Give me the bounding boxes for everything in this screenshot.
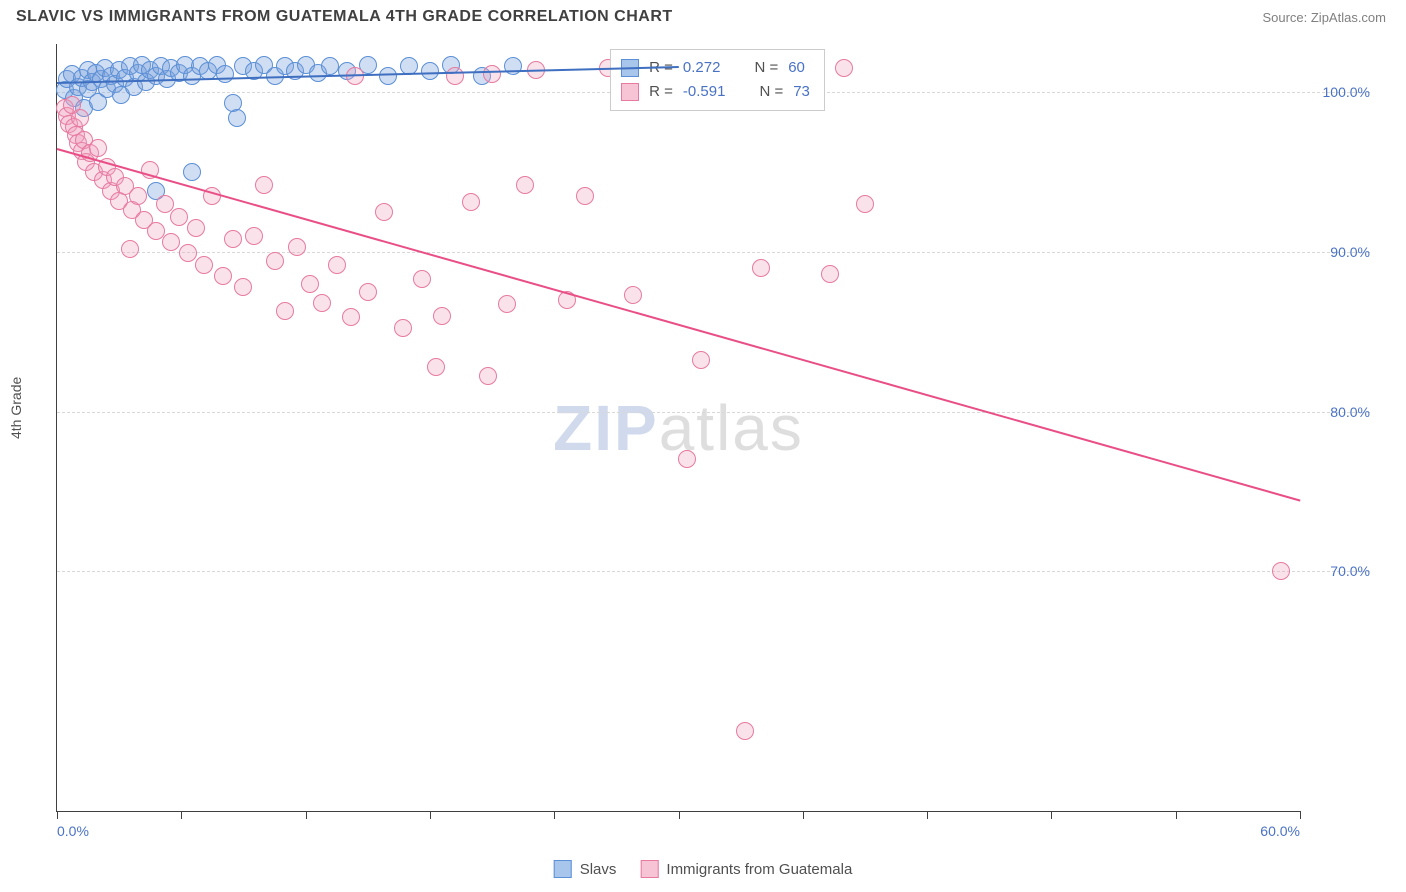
data-point	[129, 187, 147, 205]
data-point	[245, 227, 263, 245]
stat-n-value: 73	[793, 80, 810, 104]
source-attribution: Source: ZipAtlas.com	[1262, 10, 1386, 25]
data-point	[162, 233, 180, 251]
data-point	[692, 351, 710, 369]
y-axis-label: 4th Grade	[8, 377, 24, 439]
data-point	[446, 67, 464, 85]
stats-legend-row: R = -0.591 N = 73	[621, 80, 810, 104]
data-point	[835, 59, 853, 77]
gridline	[57, 571, 1370, 572]
x-tick	[1051, 811, 1052, 819]
y-tick-label: 90.0%	[1310, 244, 1370, 260]
data-point	[170, 208, 188, 226]
data-point	[821, 265, 839, 283]
data-point	[328, 256, 346, 274]
data-point	[234, 278, 252, 296]
chart-title: SLAVIC VS IMMIGRANTS FROM GUATEMALA 4TH …	[16, 8, 673, 26]
data-point	[214, 267, 232, 285]
data-point	[498, 295, 516, 313]
x-tick-label: 60.0%	[1260, 823, 1300, 839]
x-tick	[554, 811, 555, 819]
data-point	[427, 358, 445, 376]
data-point	[413, 270, 431, 288]
y-tick-label: 80.0%	[1310, 404, 1370, 420]
data-point	[89, 139, 107, 157]
gridline	[57, 412, 1370, 413]
data-point	[276, 302, 294, 320]
data-point	[624, 286, 642, 304]
x-tick	[306, 811, 307, 819]
data-point	[216, 65, 234, 83]
gridline	[57, 252, 1370, 253]
x-tick-label: 0.0%	[57, 823, 89, 839]
legend-item: Slavs	[554, 860, 617, 878]
y-tick-label: 100.0%	[1310, 84, 1370, 100]
stat-r-label: R =	[649, 80, 673, 104]
x-tick	[927, 811, 928, 819]
bottom-legend: Slavs Immigrants from Guatemala	[554, 860, 853, 878]
stat-n-value: 60	[788, 56, 805, 80]
data-point	[1272, 562, 1290, 580]
data-point	[255, 176, 273, 194]
data-point	[483, 65, 501, 83]
data-point	[752, 259, 770, 277]
data-point	[516, 176, 534, 194]
source-link[interactable]: ZipAtlas.com	[1311, 10, 1386, 25]
data-point	[736, 722, 754, 740]
data-point	[183, 163, 201, 181]
legend-swatch	[640, 860, 658, 878]
y-tick-label: 70.0%	[1310, 563, 1370, 579]
data-point	[479, 367, 497, 385]
x-tick	[803, 811, 804, 819]
x-tick	[1300, 811, 1301, 819]
chart-area: 4th Grade ZIPatlas 70.0%80.0%90.0%100.0%…	[16, 36, 1390, 842]
x-tick	[181, 811, 182, 819]
data-point	[576, 187, 594, 205]
data-point	[313, 294, 331, 312]
source-prefix: Source:	[1262, 10, 1310, 25]
stat-r-value: 0.272	[683, 56, 721, 80]
legend-label: Slavs	[580, 861, 617, 878]
x-tick	[1176, 811, 1177, 819]
stats-legend: R = 0.272 N = 60R = -0.591 N = 73	[610, 49, 825, 111]
data-point	[678, 450, 696, 468]
data-point	[179, 244, 197, 262]
data-point	[301, 275, 319, 293]
stat-n-label: N =	[754, 56, 778, 80]
data-point	[288, 238, 306, 256]
data-point	[121, 240, 139, 258]
x-tick	[57, 811, 58, 819]
data-point	[266, 252, 284, 270]
data-point	[462, 193, 480, 211]
data-point	[71, 109, 89, 127]
data-point	[375, 203, 393, 221]
data-point	[228, 109, 246, 127]
data-point	[856, 195, 874, 213]
legend-item: Immigrants from Guatemala	[640, 860, 852, 878]
stat-n-label: N =	[759, 80, 783, 104]
trend-line	[57, 148, 1301, 501]
stat-r-value: -0.591	[683, 80, 726, 104]
header: SLAVIC VS IMMIGRANTS FROM GUATEMALA 4TH …	[0, 0, 1406, 30]
legend-swatch	[554, 860, 572, 878]
data-point	[359, 283, 377, 301]
data-point	[379, 67, 397, 85]
data-point	[421, 62, 439, 80]
data-point	[504, 57, 522, 75]
x-tick	[679, 811, 680, 819]
data-point	[195, 256, 213, 274]
data-point	[187, 219, 205, 237]
data-point	[224, 230, 242, 248]
data-point	[342, 308, 360, 326]
x-tick	[430, 811, 431, 819]
data-point	[156, 195, 174, 213]
data-point	[321, 57, 339, 75]
watermark-part1: ZIP	[553, 392, 659, 464]
legend-swatch	[621, 83, 639, 101]
legend-label: Immigrants from Guatemala	[666, 861, 852, 878]
data-point	[433, 307, 451, 325]
data-point	[394, 319, 412, 337]
plot-region: ZIPatlas 70.0%80.0%90.0%100.0%0.0%60.0%R…	[56, 44, 1300, 812]
